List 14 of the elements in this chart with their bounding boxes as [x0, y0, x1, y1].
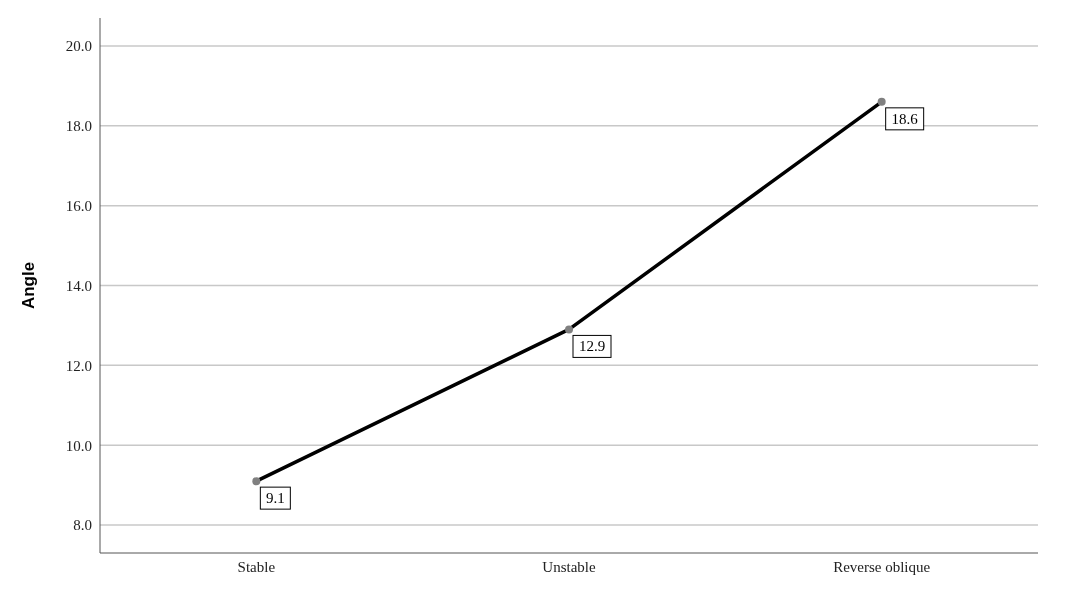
data-label: 18.6 — [891, 110, 919, 127]
data-label: 9.1 — [265, 490, 285, 507]
x-tick-label: Stable — [237, 558, 276, 575]
y-tick-label: 12.0 — [65, 357, 92, 374]
y-tick-label: 18.0 — [65, 118, 92, 135]
y-tick-label: 14.0 — [65, 277, 92, 294]
data-label: 12.9 — [578, 338, 606, 355]
y-axis-title: Angle — [19, 261, 39, 310]
y-tick-label: 10.0 — [65, 437, 92, 454]
y-tick-label: 16.0 — [65, 197, 92, 214]
y-tick-label: 20.0 — [65, 38, 92, 55]
y-tick-label: 8.0 — [73, 517, 92, 534]
x-tick-label: Unstable — [542, 558, 596, 575]
x-tick-label: Reverse oblique — [833, 558, 931, 575]
